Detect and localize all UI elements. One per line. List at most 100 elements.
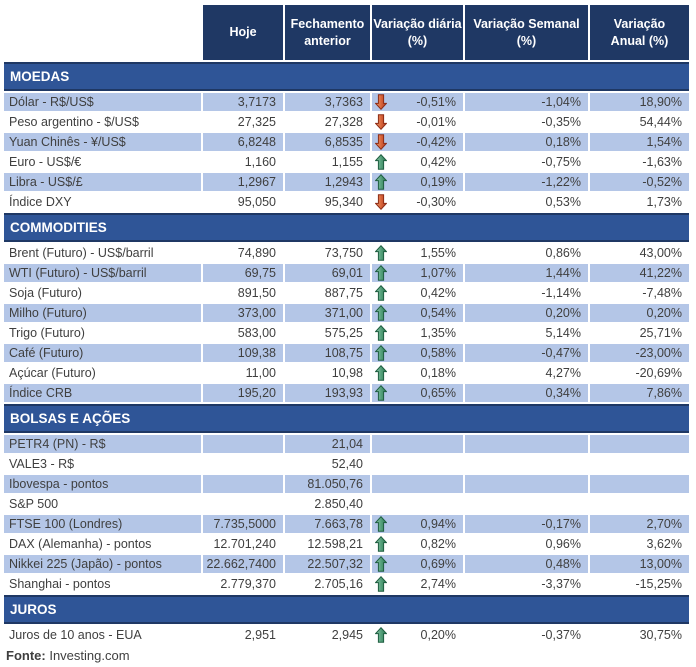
table-row: Índice CRB 195,20 193,93 0,65% 0,34% 7,86% — [4, 384, 689, 402]
arrow-up-icon — [375, 365, 390, 381]
row-label: Brent (Futuro) - US$/barril — [9, 246, 154, 260]
section-header-moedas: MOEDAS — [4, 62, 689, 91]
variacao-diaria-cell: 2,74% — [372, 575, 463, 593]
variacao-anual-value: 3,62% — [646, 537, 682, 551]
variacao-anual-value: 18,90% — [590, 93, 689, 111]
variacao-semanal-value: 0,96% — [545, 537, 581, 551]
variacao-semanal-value: 0,48% — [465, 555, 588, 573]
fechamento-anterior-value: 22.507,32 — [285, 555, 370, 573]
fechamento-anterior-value: 193,93 — [285, 384, 370, 402]
table-row: Açúcar (Futuro) 11,00 10,98 0,18% 4,27% -20,6… — [4, 364, 689, 382]
variacao-diaria-value: 1,07% — [420, 266, 456, 280]
variacao-semanal-value: -0,17% — [465, 515, 588, 533]
table-body: MOEDAS Dólar - R$/US$ 3,7173 3,7363 -0,51% -1… — [4, 62, 692, 644]
variacao-anual-value — [590, 495, 689, 513]
column-header-variacao-diaria: Variação diária (%) — [372, 5, 463, 60]
arrow-up-icon — [375, 536, 390, 552]
hoje-value: 583,00 — [237, 326, 276, 340]
section-header-commodities: COMMODITIES — [4, 213, 689, 242]
row-label: Açúcar (Futuro) — [9, 366, 96, 380]
source-note: Fonte: Investing.com — [4, 648, 692, 663]
fechamento-anterior-value: 73,750 — [324, 246, 363, 260]
row-label: Dólar - R$/US$ — [4, 93, 201, 111]
variacao-anual-value — [590, 475, 689, 493]
row-label: WTI (Futuro) - US$/barril — [4, 264, 201, 282]
table-row: Soja (Futuro) 891,50 887,75 0,42% -1,14% -7,4… — [4, 284, 689, 302]
variacao-diaria-value: 0,54% — [420, 306, 456, 320]
hoje-value: 69,75 — [203, 264, 283, 282]
variacao-semanal-value: -0,47% — [465, 344, 588, 362]
variacao-diaria-cell: 1,35% — [372, 324, 463, 342]
variacao-diaria-value: 1,35% — [420, 326, 456, 340]
row-label: DAX (Alemanha) - pontos — [9, 537, 152, 551]
row-label: Ibovespa - pontos — [4, 475, 201, 493]
hoje-value: 195,20 — [203, 384, 283, 402]
table-row: Café (Futuro) 109,38 108,75 0,58% -0,47% -23,… — [4, 344, 689, 362]
fechamento-anterior-value: 69,01 — [285, 264, 370, 282]
variacao-diaria-cell: 0,42% — [372, 153, 463, 171]
variacao-diaria-cell: 0,94% — [372, 515, 463, 533]
variacao-semanal-value: 0,53% — [545, 195, 581, 209]
table-row: Milho (Futuro) 373,00 371,00 0,54% 0,20% 0,20… — [4, 304, 689, 322]
variacao-anual-value: -23,00% — [590, 344, 689, 362]
variacao-diaria-cell: -0,30% — [372, 193, 463, 211]
variacao-anual-value: -20,69% — [635, 366, 682, 380]
variacao-anual-value: 13,00% — [590, 555, 689, 573]
fechamento-anterior-value: 95,340 — [324, 195, 363, 209]
fechamento-anterior-value: 2.850,40 — [314, 497, 363, 511]
variacao-anual-value: -7,48% — [642, 286, 682, 300]
fechamento-anterior-value: 21,04 — [285, 435, 370, 453]
arrow-up-icon — [375, 576, 390, 592]
hoje-value: 2.779,370 — [220, 577, 276, 591]
table-row: VALE3 - R$ 52,40 — [4, 455, 689, 473]
hoje-value: 373,00 — [203, 304, 283, 322]
table-row: Trigo (Futuro) 583,00 575,25 1,35% 5,14% 25,7… — [4, 324, 689, 342]
arrow-up-icon — [375, 385, 390, 401]
variacao-diaria-cell — [372, 435, 463, 453]
variacao-anual-value: -0,52% — [590, 173, 689, 191]
fechamento-anterior-value: 7.663,78 — [285, 515, 370, 533]
variacao-diaria-value: 2,74% — [420, 577, 456, 591]
variacao-diaria-cell: 0,19% — [372, 173, 463, 191]
table-row: Dólar - R$/US$ 3,7173 3,7363 -0,51% -1,04% 18… — [4, 93, 689, 111]
variacao-semanal-value — [465, 435, 588, 453]
variacao-diaria-cell: 0,20% — [372, 626, 463, 644]
table-row: Peso argentino - $/US$ 27,325 27,328 -0,01%… — [4, 113, 689, 131]
row-label: PETR4 (PN) - R$ — [4, 435, 201, 453]
arrow-up-icon — [375, 305, 390, 321]
row-label: Índice CRB — [4, 384, 201, 402]
variacao-semanal-value: -1,14% — [541, 286, 581, 300]
hoje-value: 22.662,7400 — [203, 555, 283, 573]
arrow-down-icon — [375, 94, 390, 110]
row-label: FTSE 100 (Londres) — [4, 515, 201, 533]
arrow-up-icon — [375, 174, 390, 190]
variacao-semanal-value: 5,14% — [545, 326, 581, 340]
variacao-diaria-value: 0,58% — [420, 346, 456, 360]
variacao-anual-value: 2,70% — [590, 515, 689, 533]
hoje-value — [203, 475, 283, 493]
table-row: Euro - US$/€ 1,160 1,155 0,42% -0,75% -1,63% — [4, 153, 689, 171]
fechamento-anterior-value: 575,25 — [324, 326, 363, 340]
header-spacer — [4, 5, 201, 60]
variacao-diaria-cell: 0,54% — [372, 304, 463, 322]
variacao-diaria-value: 0,42% — [420, 155, 456, 169]
variacao-diaria-value: -0,51% — [416, 95, 456, 109]
hoje-value: 109,38 — [203, 344, 283, 362]
hoje-value: 3,7173 — [203, 93, 283, 111]
fechamento-anterior-value: 10,98 — [331, 366, 363, 380]
variacao-anual-value — [590, 435, 689, 453]
column-header-variacao-anual: Variação Anual (%) — [590, 5, 689, 60]
variacao-diaria-cell: 0,65% — [372, 384, 463, 402]
row-label: Soja (Futuro) — [9, 286, 82, 300]
variacao-diaria-value: 0,42% — [420, 286, 456, 300]
variacao-diaria-cell — [372, 495, 463, 513]
variacao-semanal-value: 0,18% — [465, 133, 588, 151]
row-label: Nikkei 225 (Japão) - pontos — [4, 555, 201, 573]
variacao-anual-value: 1,54% — [590, 133, 689, 151]
variacao-diaria-value: 0,82% — [420, 537, 456, 551]
row-label: S&P 500 — [9, 497, 59, 511]
row-label: Euro - US$/€ — [9, 155, 82, 169]
arrow-down-icon — [375, 194, 390, 210]
hoje-value: 891,50 — [237, 286, 276, 300]
row-label: Shanghai - pontos — [9, 577, 111, 591]
